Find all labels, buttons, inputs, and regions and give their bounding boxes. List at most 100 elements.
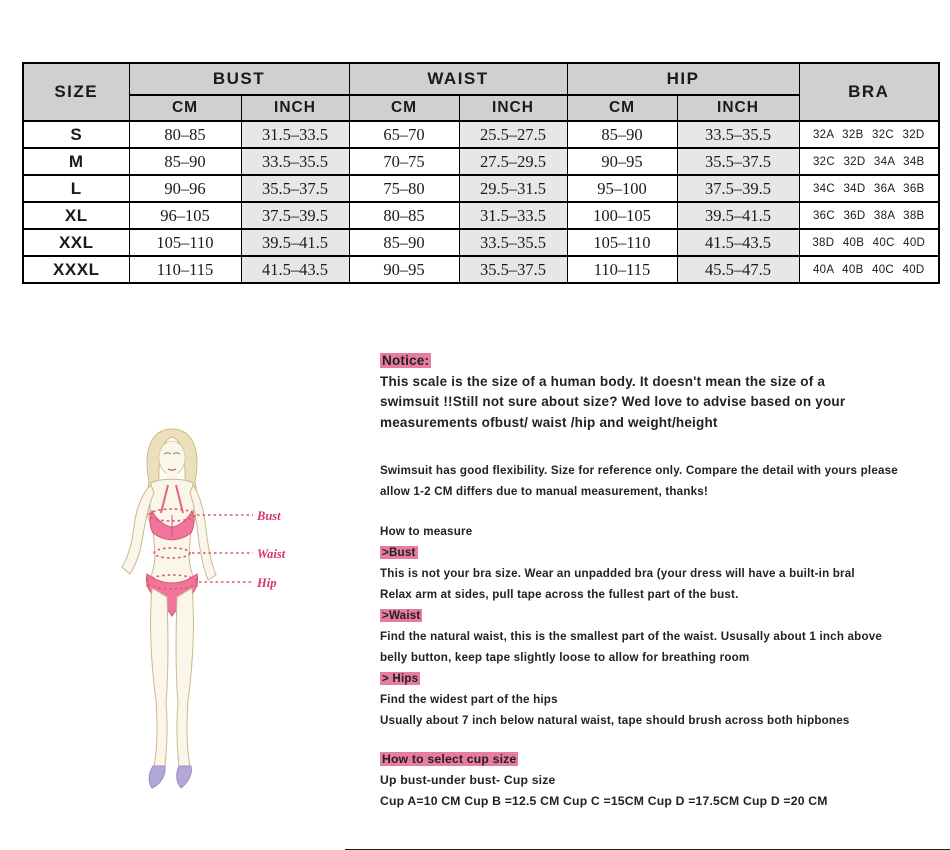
bust-inch-value: 41.5–43.5: [240, 255, 350, 284]
size-chart-table: SIZE BUST WAIST HIP BRA CM INCH CM INCH …: [22, 62, 940, 284]
bra-value: 34C 34D 36A 36B: [798, 174, 940, 203]
column-header-hip: HIP: [566, 62, 800, 96]
body-sketch: Bust Waist Hip: [121, 428, 286, 789]
hip-cm-value: 95–100: [566, 174, 678, 203]
hip-inch-value: 33.5–35.5: [676, 120, 800, 149]
size-label: XXL: [22, 228, 130, 257]
bust-label: Bust: [256, 509, 281, 523]
bra-value: 32A 32B 32C 32D: [798, 120, 940, 149]
bust-instruction-line: Relax arm at sides, pull tape across the…: [380, 587, 739, 601]
column-header-waist: WAIST: [348, 62, 568, 96]
right-leg: [175, 587, 194, 767]
cup-heading-highlight: How to select cup size: [380, 751, 519, 766]
subheader-waist-inch: INCH: [458, 94, 568, 122]
bust-section-heading: >Bust: [380, 542, 940, 563]
table-row-l: L 90–96 35.5–37.5 75–80 29.5–31.5 95–100…: [22, 174, 940, 203]
cup-size-line: Cup A=10 CM Cup B =12.5 CM Cup C =15CM C…: [380, 793, 828, 808]
bikini-straps: [160, 484, 184, 514]
waist-cm-value: 75–80: [348, 174, 460, 203]
left-leg: [150, 587, 169, 767]
column-header-bust: BUST: [128, 62, 350, 96]
cup-size-heading: How to select cup size: [380, 749, 940, 770]
waist-instruction-line: Find the natural waist, this is the smal…: [380, 629, 883, 643]
table-row-xxl: XXL 105–110 39.5–41.5 85–90 33.5–35.5 10…: [22, 228, 940, 257]
bra-value: 36C 36D 38A 38B: [798, 201, 940, 230]
notice-text-line: This scale is the size of a human body. …: [380, 373, 826, 389]
bust-inch-value: 33.5–35.5: [240, 147, 350, 176]
hip-inch-value: 39.5–41.5: [676, 201, 800, 230]
left-arm: [121, 484, 155, 575]
waist-inch-value: 31.5–33.5: [458, 201, 568, 230]
hip-inch-value: 37.5–39.5: [676, 174, 800, 203]
hip-cm-value: 105–110: [566, 228, 678, 257]
hip-cm-value: 90–95: [566, 147, 678, 176]
waist-cm-value: 90–95: [348, 255, 460, 284]
left-shoe: [148, 765, 166, 789]
hip-inch-value: 45.5–47.5: [676, 255, 800, 284]
bust-instruction-line: This is not your bra size. Wear an unpad…: [380, 566, 855, 580]
table-row-m: M 85–90 33.5–35.5 70–75 27.5–29.5 90–95 …: [22, 147, 940, 176]
hips-heading-highlight: > Hips: [380, 671, 421, 685]
subheader-hip-cm: CM: [566, 94, 678, 122]
waist-cm-value: 70–75: [348, 147, 460, 176]
table-row-xxxl: XXXL 110–115 41.5–43.5 90–95 35.5–37.5 1…: [22, 255, 940, 284]
hips-instruction-line: Usually about 7 inch below natural waist…: [380, 713, 850, 727]
waist-dotted-line: [153, 547, 191, 559]
right-shoe: [176, 765, 192, 789]
size-label: M: [22, 147, 130, 176]
waist-inch-value: 25.5–27.5: [458, 120, 568, 149]
bra-value: 40A 40B 40C 40D: [798, 255, 940, 284]
bust-dotted-line: [148, 508, 196, 522]
bikini-top: [149, 509, 195, 541]
notice-text-line: measurements ofbust/ waist /hip and weig…: [380, 415, 718, 431]
subheader-waist-cm: CM: [348, 94, 460, 122]
waist-inch-value: 27.5–29.5: [458, 147, 568, 176]
waist-heading-highlight: >Waist: [380, 608, 423, 622]
notice-text-line: swimsuit !!Still not sure about size? We…: [380, 394, 846, 410]
waist-section-heading: >Waist: [380, 605, 940, 626]
bust-heading-highlight: >Bust: [380, 545, 418, 559]
measurement-figure-illustration: Bust Waist Hip: [105, 425, 330, 795]
subheader-bust-cm: CM: [128, 94, 242, 122]
size-label: S: [22, 120, 130, 149]
notice-heading: Notice:: [380, 351, 940, 372]
subheader-hip-inch: INCH: [676, 94, 800, 122]
hip-dotted-line: [146, 574, 198, 590]
waist-label: Waist: [257, 547, 286, 561]
bra-value: 38D 40B 40C 40D: [798, 228, 940, 257]
bust-inch-value: 39.5–41.5: [240, 228, 350, 257]
waist-inch-value: 33.5–35.5: [458, 228, 568, 257]
bust-inch-value: 37.5–39.5: [240, 201, 350, 230]
hip-label: Hip: [256, 576, 276, 590]
column-header-size: SIZE: [22, 62, 130, 122]
bust-cm-value: 90–96: [128, 174, 242, 203]
size-label: XXXL: [22, 255, 130, 284]
bust-cm-value: 110–115: [128, 255, 242, 284]
waist-inch-value: 29.5–31.5: [458, 174, 568, 203]
waist-inch-value: 35.5–37.5: [458, 255, 568, 284]
column-header-bra: BRA: [798, 62, 940, 122]
hips-section-heading: > Hips: [380, 668, 940, 689]
waist-cm-value: 80–85: [348, 201, 460, 230]
flexibility-text-line: Swimsuit has good flexibility. Size for …: [380, 463, 898, 477]
bust-cm-value: 96–105: [128, 201, 242, 230]
bust-cm-value: 85–90: [128, 147, 242, 176]
waist-cm-value: 85–90: [348, 228, 460, 257]
hip-cm-value: 110–115: [566, 255, 678, 284]
bust-cm-value: 80–85: [128, 120, 242, 149]
bust-inch-value: 35.5–37.5: [240, 174, 350, 203]
right-arm: [189, 483, 217, 581]
hip-cm-value: 100–105: [566, 201, 678, 230]
waist-cm-value: 65–70: [348, 120, 460, 149]
cup-size-line: Up bust-under bust- Cup size: [380, 772, 556, 787]
bra-value: 32C 32D 34A 34B: [798, 147, 940, 176]
hip-inch-value: 41.5–43.5: [676, 228, 800, 257]
bust-inch-value: 31.5–33.5: [240, 120, 350, 149]
hip-cm-value: 85–90: [566, 120, 678, 149]
size-label: L: [22, 174, 130, 203]
hips-instruction-line: Find the widest part of the hips: [380, 692, 558, 706]
bust-cm-value: 105–110: [128, 228, 242, 257]
waist-instruction-line: belly button, keep tape slightly loose t…: [380, 650, 750, 664]
size-label: XL: [22, 201, 130, 230]
